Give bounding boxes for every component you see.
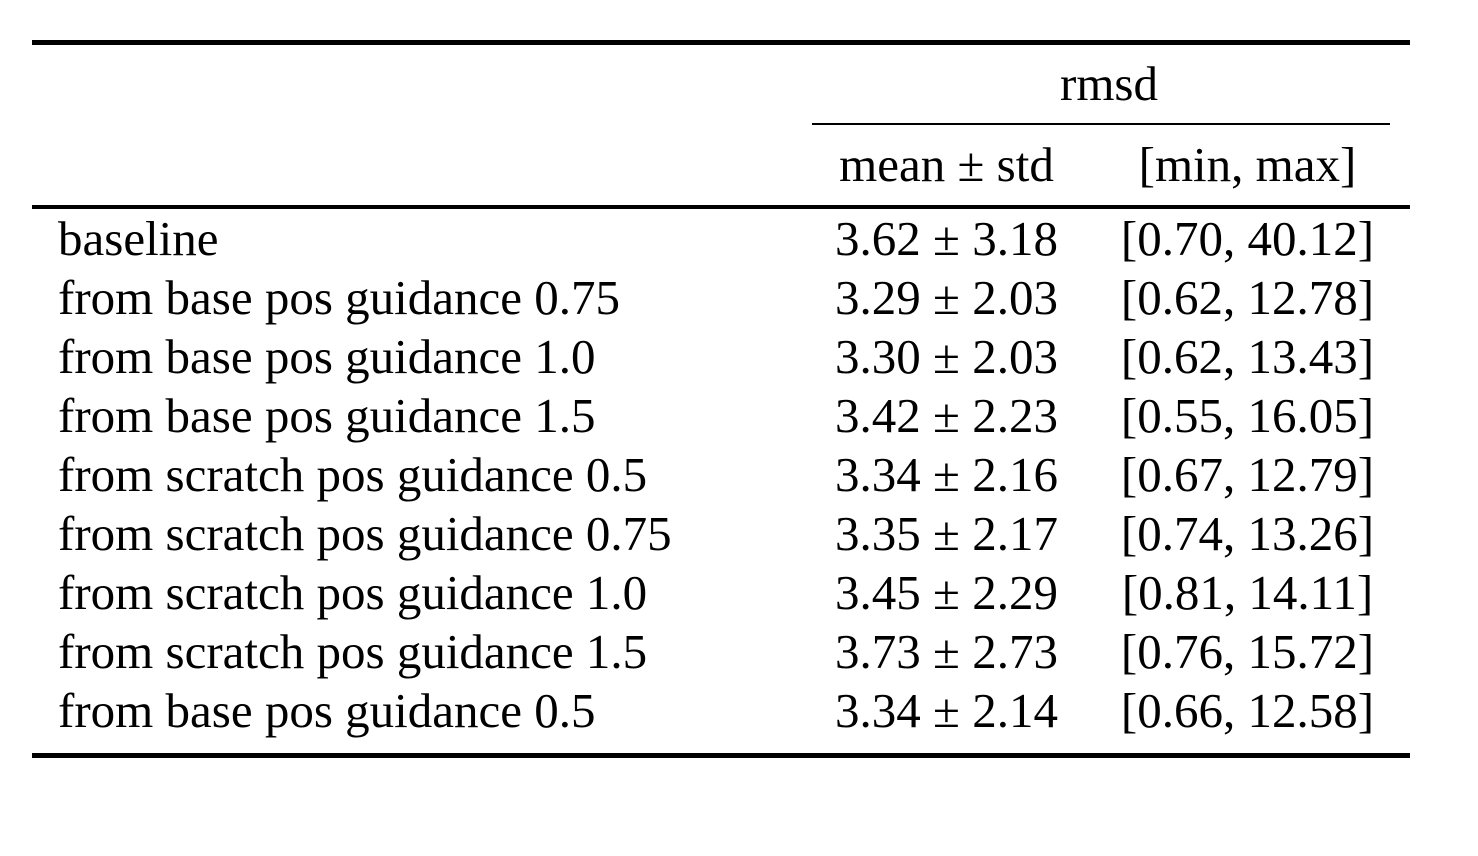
row-label: from scratch pos guidance 1.0	[58, 565, 648, 620]
table-row: from scratch pos guidance 0.5 3.34 ± 2.1…	[32, 445, 1410, 504]
table-row: from scratch pos guidance 0.75 3.35 ± 2.…	[32, 504, 1410, 563]
empty-header-cell	[32, 125, 808, 205]
column-header-row: mean ± std [min, max]	[32, 125, 1410, 205]
mean-std-value: 3.34 ± 2.16	[835, 447, 1058, 502]
bottom-rule	[32, 753, 1410, 758]
min-max-value: [0.62, 12.78]	[1120, 270, 1375, 325]
mean-std-value: 3.73 ± 2.73	[835, 624, 1058, 679]
row-label: from scratch pos guidance 0.75	[58, 506, 672, 561]
header-separator-rule	[32, 205, 1410, 209]
min-max-value: [0.67, 12.79]	[1120, 447, 1375, 502]
group-header-rmsd: rmsd	[1060, 56, 1158, 111]
min-max-value: [0.62, 13.43]	[1120, 329, 1375, 384]
min-max-value: [0.74, 13.26]	[1120, 506, 1375, 561]
mean-std-value: 3.45 ± 2.29	[835, 565, 1058, 620]
row-label: from base pos guidance 0.75	[58, 270, 620, 325]
mean-std-value: 3.62 ± 3.18	[835, 211, 1058, 266]
table-row: from base pos guidance 0.5 3.34 ± 2.14 […	[32, 681, 1410, 740]
min-max-value: [0.76, 15.72]	[1120, 624, 1375, 679]
table-row: from base pos guidance 1.0 3.30 ± 2.03 […	[32, 327, 1410, 386]
mean-std-value: 3.35 ± 2.17	[835, 506, 1058, 561]
table-row: from base pos guidance 1.5 3.42 ± 2.23 […	[32, 386, 1410, 445]
row-label: from scratch pos guidance 0.5	[58, 447, 648, 502]
results-table: rmsd mean ± std [min, max] baseline 3.62…	[32, 40, 1410, 758]
row-label: from base pos guidance 0.5	[58, 683, 596, 738]
mean-std-value: 3.42 ± 2.23	[835, 388, 1058, 443]
group-header-row: rmsd	[32, 45, 1410, 123]
min-max-value: [0.55, 16.05]	[1120, 388, 1375, 443]
top-rule	[32, 40, 1410, 45]
min-max-value: [0.66, 12.58]	[1120, 683, 1375, 738]
row-label: from base pos guidance 1.0	[58, 329, 596, 384]
mean-std-value: 3.30 ± 2.03	[835, 329, 1058, 384]
mean-std-value: 3.34 ± 2.14	[835, 683, 1058, 738]
table-body: baseline 3.62 ± 3.18 [0.70, 40.12] from …	[32, 209, 1410, 740]
min-max-value: [0.70, 40.12]	[1120, 211, 1375, 266]
table-row: from scratch pos guidance 1.0 3.45 ± 2.2…	[32, 563, 1410, 622]
column-header-mean-std: mean ± std	[839, 137, 1054, 192]
column-header-min-max: [min, max]	[1138, 137, 1357, 192]
row-label: from scratch pos guidance 1.5	[58, 624, 648, 679]
row-label: from base pos guidance 1.5	[58, 388, 596, 443]
row-label: baseline	[58, 211, 219, 266]
table-row: baseline 3.62 ± 3.18 [0.70, 40.12]	[32, 209, 1410, 268]
min-max-value: [0.81, 14.11]	[1121, 565, 1374, 620]
table-row: from base pos guidance 0.75 3.29 ± 2.03 …	[32, 268, 1410, 327]
mean-std-value: 3.29 ± 2.03	[835, 270, 1058, 325]
rmsd-underline-rule	[812, 123, 1390, 125]
empty-header-cell	[32, 45, 808, 123]
table-row: from scratch pos guidance 1.5 3.73 ± 2.7…	[32, 622, 1410, 681]
